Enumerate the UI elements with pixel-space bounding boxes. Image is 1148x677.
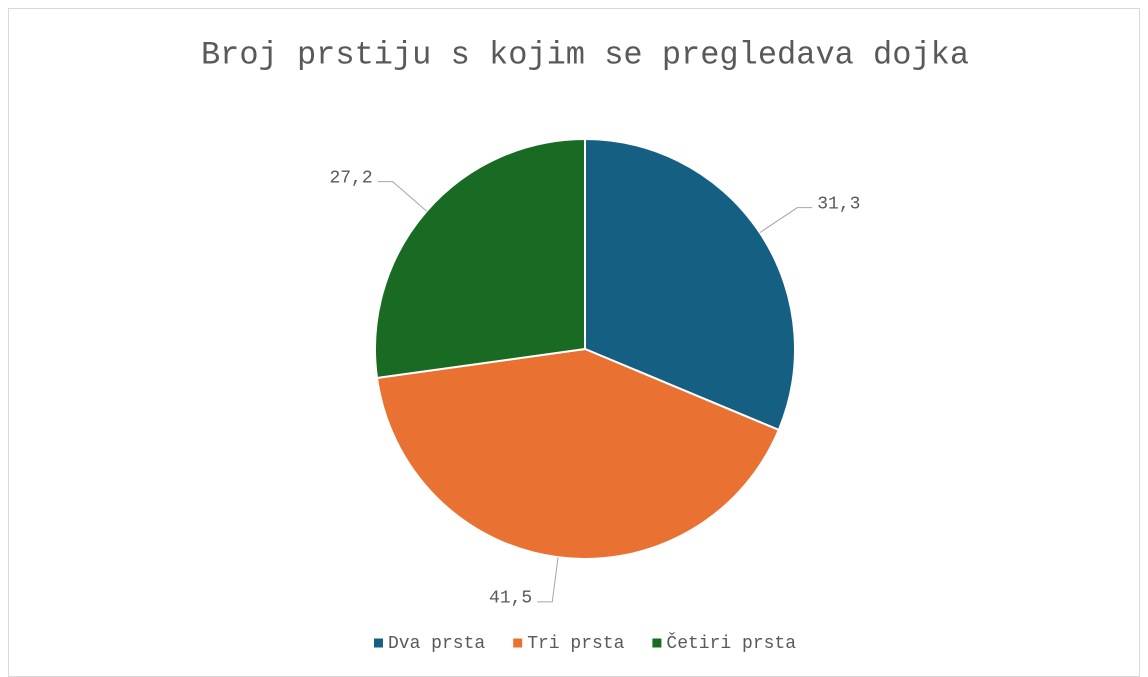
- legend-label: Dva prsta: [388, 634, 485, 654]
- legend-swatch: [652, 638, 662, 648]
- legend-label: Četiri prsta: [666, 632, 796, 654]
- legend-swatch: [513, 638, 523, 648]
- data-label: 41,5: [489, 589, 532, 609]
- data-label: 31,3: [817, 194, 860, 214]
- legend-label: Tri prsta: [527, 634, 624, 654]
- data-label: 27,2: [329, 168, 372, 188]
- chart-title: Broj prstiju s kojim se pregledava dojka: [201, 36, 969, 73]
- legend-swatch: [373, 638, 383, 648]
- leader-line: [759, 207, 813, 234]
- pie-slice: [375, 347, 781, 560]
- leader-line: [537, 557, 559, 603]
- leader-line: [377, 181, 427, 212]
- pie-slice: [584, 137, 796, 432]
